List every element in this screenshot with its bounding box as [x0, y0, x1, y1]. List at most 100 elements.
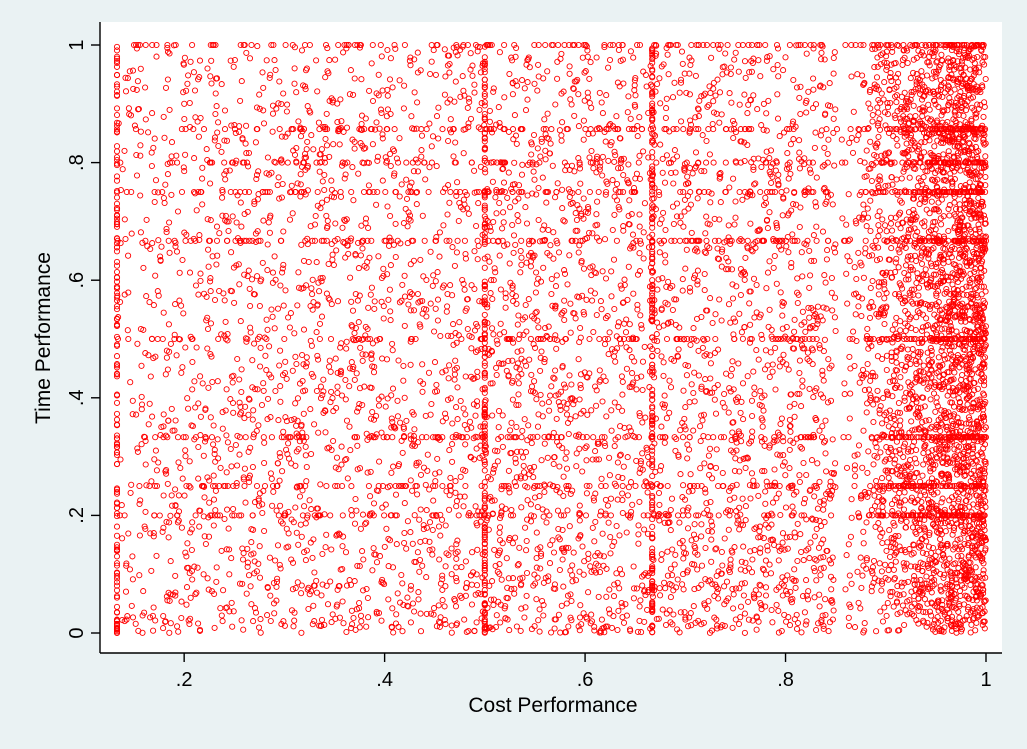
data-point — [605, 64, 612, 71]
data-point — [403, 545, 410, 552]
data-point — [385, 596, 392, 603]
data-point — [195, 443, 202, 451]
data-point — [787, 141, 794, 148]
data-point — [775, 607, 782, 614]
data-point — [667, 594, 674, 601]
data-point — [757, 549, 764, 556]
data-point — [446, 362, 453, 369]
data-point — [359, 357, 366, 364]
data-point — [547, 242, 554, 249]
data-point — [910, 541, 917, 548]
data-point — [563, 482, 570, 490]
data-point — [813, 577, 820, 584]
data-point — [113, 544, 121, 551]
data-point — [766, 155, 773, 162]
data-point — [536, 628, 543, 635]
data-point — [164, 76, 171, 83]
data-point — [813, 237, 820, 244]
data-point — [159, 528, 166, 535]
data-point — [843, 270, 850, 277]
data-point — [113, 513, 121, 520]
data-point — [635, 540, 642, 547]
data-point — [750, 164, 757, 171]
data-point — [367, 291, 374, 298]
data-point — [531, 41, 538, 49]
data-point — [797, 204, 804, 211]
data-point — [932, 271, 939, 278]
data-point — [489, 578, 496, 585]
data-point — [936, 320, 943, 327]
data-point — [698, 383, 705, 390]
data-point — [685, 488, 692, 495]
data-point — [229, 623, 236, 630]
data-point — [683, 159, 690, 166]
data-point — [374, 157, 381, 164]
data-point — [460, 503, 467, 510]
data-point — [892, 236, 899, 243]
data-point — [192, 237, 199, 244]
data-point — [506, 489, 513, 496]
data-point — [680, 188, 687, 196]
data-point — [700, 335, 707, 343]
data-point — [400, 220, 407, 227]
data-point — [580, 117, 587, 124]
data-point — [661, 126, 668, 133]
data-point — [353, 434, 361, 441]
data-point — [266, 74, 273, 81]
data-point — [919, 549, 926, 556]
data-point — [334, 298, 342, 305]
data-point — [796, 165, 803, 172]
data-point — [573, 216, 580, 224]
data-point — [666, 377, 673, 384]
data-point — [427, 411, 434, 418]
data-point — [829, 201, 836, 208]
data-point — [185, 72, 192, 79]
data-point — [347, 67, 354, 74]
data-point — [935, 354, 942, 361]
data-point — [183, 601, 190, 608]
data-point — [936, 445, 943, 452]
data-point — [405, 188, 412, 196]
data-point — [759, 423, 766, 430]
data-point — [857, 259, 864, 266]
data-point — [741, 629, 748, 636]
data-point — [359, 511, 367, 518]
plot-background — [100, 22, 1002, 653]
data-point — [632, 482, 639, 490]
data-point — [850, 328, 857, 335]
data-point — [453, 188, 460, 196]
data-point — [757, 188, 764, 196]
data-point — [568, 597, 575, 605]
data-point — [514, 562, 521, 569]
data-point — [516, 544, 523, 551]
data-point — [230, 608, 237, 615]
data-point — [523, 569, 531, 577]
data-point — [708, 558, 715, 565]
data-point — [238, 512, 245, 519]
data-point — [312, 212, 319, 220]
data-point — [549, 434, 556, 441]
data-point — [481, 278, 488, 285]
data-point — [489, 380, 496, 387]
data-point — [634, 271, 642, 278]
data-point — [204, 575, 211, 582]
data-point — [236, 399, 243, 406]
data-point — [523, 537, 530, 545]
data-point — [399, 580, 406, 587]
data-point — [542, 147, 549, 154]
data-point — [828, 289, 835, 296]
data-point — [922, 417, 929, 424]
data-point — [390, 172, 398, 179]
data-point — [200, 513, 207, 520]
data-point — [396, 135, 403, 142]
data-point — [860, 540, 867, 547]
data-point — [229, 379, 236, 386]
data-point — [269, 482, 277, 490]
data-point — [646, 460, 653, 467]
data-point — [193, 589, 200, 596]
data-point — [365, 614, 372, 621]
data-point — [337, 344, 344, 351]
data-point — [866, 314, 874, 321]
data-point — [954, 520, 961, 527]
data-point — [343, 345, 350, 352]
